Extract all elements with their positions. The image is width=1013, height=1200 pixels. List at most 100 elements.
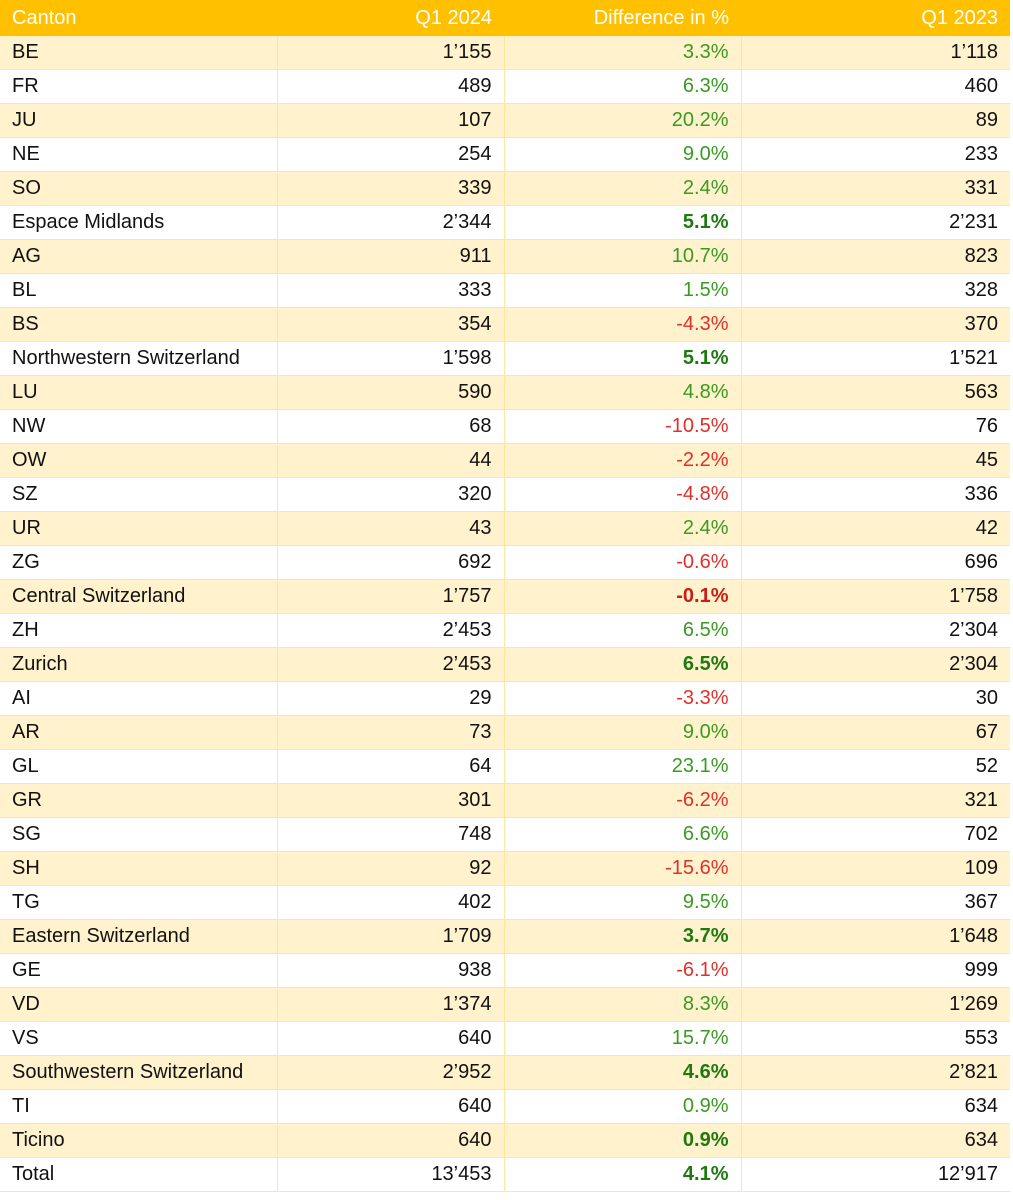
q1-2024-cell: 68 bbox=[277, 409, 505, 444]
q1-2024-cell: 254 bbox=[277, 137, 505, 172]
canton-cell: AR bbox=[0, 715, 278, 750]
canton-cell: Espace Midlands bbox=[0, 205, 278, 240]
q1-2024-cell: 489 bbox=[277, 69, 505, 104]
canton-cell: GL bbox=[0, 749, 278, 784]
difference-cell: 6.5% bbox=[504, 647, 742, 682]
canton-cell: FR bbox=[0, 69, 278, 104]
q1-2023-cell: 1’648 bbox=[741, 919, 1010, 954]
q1-2023-cell: 45 bbox=[741, 443, 1010, 478]
q1-2023-cell: 999 bbox=[741, 953, 1010, 988]
q1-2023-cell: 634 bbox=[741, 1089, 1010, 1124]
q1-2023-cell: 702 bbox=[741, 817, 1010, 852]
difference-cell: -0.1% bbox=[504, 579, 742, 614]
table-row: Central Switzerland 1’757 -0.1% 1’758 bbox=[0, 579, 1010, 614]
canton-cell: AG bbox=[0, 239, 278, 274]
difference-cell: 3.7% bbox=[504, 919, 742, 954]
q1-2023-cell: 321 bbox=[741, 783, 1010, 818]
table-row: OW 44 -2.2% 45 bbox=[0, 443, 1010, 478]
difference-cell: 2.4% bbox=[504, 171, 742, 206]
table-row: FR 489 6.3% 460 bbox=[0, 69, 1010, 104]
canton-cell: GE bbox=[0, 953, 278, 988]
q1-2023-cell: 67 bbox=[741, 715, 1010, 750]
canton-cell: BS bbox=[0, 307, 278, 342]
q1-2023-cell: 233 bbox=[741, 137, 1010, 172]
canton-cell: TG bbox=[0, 885, 278, 920]
q1-2024-cell: 1’598 bbox=[277, 341, 505, 376]
q1-2024-cell: 692 bbox=[277, 545, 505, 580]
q1-2024-cell: 402 bbox=[277, 885, 505, 920]
q1-2024-cell: 590 bbox=[277, 375, 505, 410]
q1-2024-cell: 64 bbox=[277, 749, 505, 784]
q1-2023-cell: 1’521 bbox=[741, 341, 1010, 376]
q1-2024-cell: 92 bbox=[277, 851, 505, 886]
table-row: AG 911 10.7% 823 bbox=[0, 239, 1010, 274]
difference-cell: 15.7% bbox=[504, 1021, 742, 1056]
q1-2024-cell: 938 bbox=[277, 953, 505, 988]
canton-cell: TI bbox=[0, 1089, 278, 1124]
q1-2024-cell: 2’952 bbox=[277, 1055, 505, 1090]
difference-cell: 6.5% bbox=[504, 613, 742, 648]
q1-2024-cell: 2’344 bbox=[277, 205, 505, 240]
difference-cell: -3.3% bbox=[504, 681, 742, 716]
q1-2023-cell: 634 bbox=[741, 1123, 1010, 1158]
q1-2023-cell: 12’917 bbox=[741, 1157, 1010, 1192]
q1-2023-cell: 328 bbox=[741, 273, 1010, 308]
q1-2024-cell: 640 bbox=[277, 1123, 505, 1158]
table-row: SH 92 -15.6% 109 bbox=[0, 851, 1010, 886]
difference-cell: -4.8% bbox=[504, 477, 742, 512]
q1-2023-cell: 367 bbox=[741, 885, 1010, 920]
q1-2023-cell: 42 bbox=[741, 511, 1010, 546]
canton-cell: OW bbox=[0, 443, 278, 478]
table-row: Ticino 640 0.9% 634 bbox=[0, 1123, 1010, 1158]
q1-2023-cell: 76 bbox=[741, 409, 1010, 444]
difference-cell: -15.6% bbox=[504, 851, 742, 886]
difference-cell: 4.6% bbox=[504, 1055, 742, 1090]
q1-2024-cell: 107 bbox=[277, 103, 505, 138]
q1-2023-cell: 553 bbox=[741, 1021, 1010, 1056]
table-row: AI 29 -3.3% 30 bbox=[0, 681, 1010, 716]
header-difference: Difference in % bbox=[504, 0, 741, 36]
q1-2024-cell: 640 bbox=[277, 1021, 505, 1056]
q1-2024-cell: 354 bbox=[277, 307, 505, 342]
q1-2024-cell: 1’709 bbox=[277, 919, 505, 954]
difference-cell: -0.6% bbox=[504, 545, 742, 580]
q1-2023-cell: 696 bbox=[741, 545, 1010, 580]
table-row: JU 107 20.2% 89 bbox=[0, 103, 1010, 138]
q1-2024-cell: 1’374 bbox=[277, 987, 505, 1022]
difference-cell: 4.8% bbox=[504, 375, 742, 410]
q1-2023-cell: 1’118 bbox=[741, 36, 1010, 70]
q1-2023-cell: 2’304 bbox=[741, 613, 1010, 648]
q1-2023-cell: 2’231 bbox=[741, 205, 1010, 240]
q1-2023-cell: 30 bbox=[741, 681, 1010, 716]
canton-cell: GR bbox=[0, 783, 278, 818]
table-row: TI 640 0.9% 634 bbox=[0, 1089, 1010, 1124]
difference-cell: -10.5% bbox=[504, 409, 742, 444]
q1-2023-cell: 370 bbox=[741, 307, 1010, 342]
table-row: SO 339 2.4% 331 bbox=[0, 171, 1010, 206]
canton-cell: ZG bbox=[0, 545, 278, 580]
table-row: LU 590 4.8% 563 bbox=[0, 375, 1010, 410]
canton-cell: SZ bbox=[0, 477, 278, 512]
table-row: GL 64 23.1% 52 bbox=[0, 749, 1010, 784]
difference-cell: 2.4% bbox=[504, 511, 742, 546]
difference-cell: 9.5% bbox=[504, 885, 742, 920]
difference-cell: -4.3% bbox=[504, 307, 742, 342]
q1-2024-cell: 333 bbox=[277, 273, 505, 308]
difference-cell: -6.1% bbox=[504, 953, 742, 988]
q1-2024-cell: 73 bbox=[277, 715, 505, 750]
q1-2023-cell: 563 bbox=[741, 375, 1010, 410]
difference-cell: 9.0% bbox=[504, 137, 742, 172]
table-row: SG 748 6.6% 702 bbox=[0, 817, 1010, 852]
q1-2024-cell: 43 bbox=[277, 511, 505, 546]
table-row: GE 938 -6.1% 999 bbox=[0, 953, 1010, 988]
header-q1-2024: Q1 2024 bbox=[277, 0, 504, 36]
q1-2024-cell: 320 bbox=[277, 477, 505, 512]
canton-cell: Southwestern Switzerland bbox=[0, 1055, 278, 1090]
canton-cell: Ticino bbox=[0, 1123, 278, 1158]
q1-2024-cell: 44 bbox=[277, 443, 505, 478]
table-row: Zurich 2’453 6.5% 2’304 bbox=[0, 647, 1010, 682]
table-row: Eastern Switzerland 1’709 3.7% 1’648 bbox=[0, 919, 1010, 954]
q1-2024-cell: 911 bbox=[277, 239, 505, 274]
canton-cell: UR bbox=[0, 511, 278, 546]
canton-cell: SG bbox=[0, 817, 278, 852]
